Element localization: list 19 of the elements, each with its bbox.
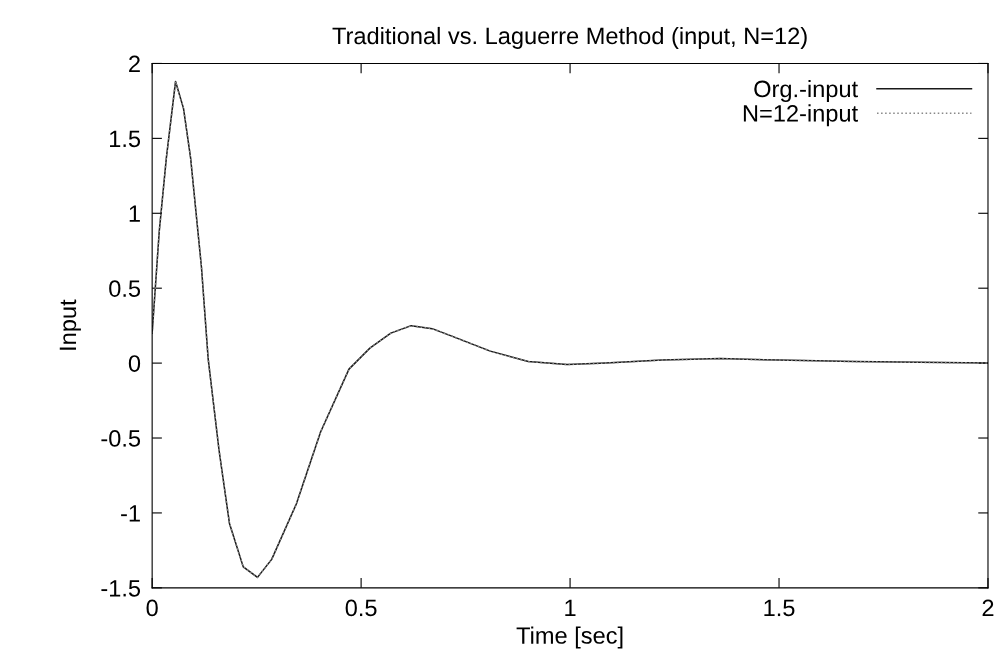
y-tick-label: 0.5 <box>109 280 141 297</box>
y-tick-label: 0 <box>128 355 141 372</box>
x-tick-label: 1 <box>565 599 576 617</box>
legend-label: Org.-input <box>754 79 858 102</box>
legend-label: N=12-input <box>743 104 858 127</box>
x-tick-label: 1.5 <box>764 599 795 617</box>
y-tick-label: 2 <box>129 55 140 73</box>
chart-title: Traditional vs. Laguerre Method (input, N=12) <box>332 26 807 49</box>
y-tick-label: 1.5 <box>110 130 141 148</box>
x-tick-label: 0.5 <box>345 599 377 617</box>
x-tick-label: 0 <box>146 599 158 617</box>
line-series <box>152 80 988 579</box>
y-tick-label: 1 <box>129 205 140 222</box>
x-tick-label: 2 <box>982 599 994 617</box>
y-tick-label: -0.5 <box>101 430 141 447</box>
y-axis-title: Input <box>59 299 81 350</box>
y-tick-label: -1 <box>121 505 140 522</box>
x-axis-title: Time [sec] <box>516 626 623 649</box>
y-tick-label: -1.5 <box>101 580 141 597</box>
